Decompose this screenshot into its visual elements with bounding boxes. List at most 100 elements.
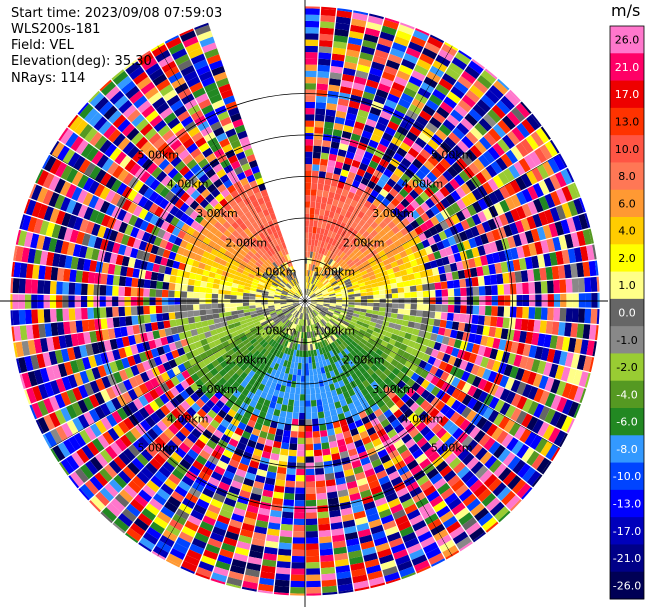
gate-cell <box>371 314 379 320</box>
gate-cell <box>292 374 297 382</box>
gate-cell <box>511 479 527 495</box>
gate-cell <box>125 430 137 444</box>
gate-cell <box>150 244 160 255</box>
gate-cell <box>527 386 539 401</box>
gate-cell <box>313 449 323 457</box>
gate-cell <box>296 324 300 332</box>
gate-cell <box>345 416 355 425</box>
gate-cell <box>242 305 250 310</box>
gate-cell <box>582 355 593 372</box>
gate-cell <box>483 346 493 358</box>
gate-cell <box>335 338 342 346</box>
gate-cell <box>305 506 317 513</box>
gate-cell <box>567 248 577 264</box>
gate-cell <box>341 130 352 140</box>
gate-cell <box>312 362 317 370</box>
gate-cell <box>315 307 322 312</box>
gate-cell <box>69 116 84 132</box>
gate-cell <box>412 328 420 336</box>
gate-cell <box>207 319 215 326</box>
gate-cell <box>387 390 397 400</box>
gate-cell <box>263 483 275 492</box>
gate-cell <box>149 305 157 314</box>
gate-cell <box>295 487 305 494</box>
gate-cell <box>564 322 572 337</box>
gate-cell <box>308 226 313 233</box>
gate-cell <box>146 261 154 272</box>
gate-cell <box>297 318 300 325</box>
gate-cell <box>307 306 311 313</box>
gate-cell <box>76 332 86 346</box>
gate-cell <box>329 268 336 275</box>
gate-cell <box>330 65 343 74</box>
gate-cell <box>340 79 354 89</box>
gate-cell <box>195 137 207 148</box>
gate-cell <box>199 242 208 251</box>
gate-cell <box>248 216 256 225</box>
gate-cell <box>379 307 386 312</box>
gate-cell <box>321 289 328 294</box>
gate-cell <box>393 408 404 419</box>
gate-cell <box>400 92 414 104</box>
gate-cell <box>435 146 448 158</box>
gate-cell <box>79 484 95 500</box>
gate-cell <box>327 364 334 372</box>
gate-cell <box>466 216 476 228</box>
gate-cell <box>364 280 372 286</box>
gate-cell <box>310 264 314 271</box>
gate-cell <box>366 217 375 226</box>
gate-cell <box>209 226 219 235</box>
gate-cell <box>219 234 228 243</box>
gate-cell <box>347 242 354 250</box>
gate-cell <box>307 306 310 313</box>
gate-cell <box>366 367 375 376</box>
gate-cell <box>236 384 245 394</box>
gate-cell <box>105 175 117 189</box>
gate-cell <box>265 258 273 266</box>
gate-cell <box>578 293 586 308</box>
gate-cell <box>43 382 55 398</box>
gate-cell <box>336 319 343 325</box>
gate-cell <box>194 532 209 544</box>
gate-cell <box>320 241 325 248</box>
ray <box>100 305 301 524</box>
gate-cell <box>456 536 472 550</box>
gate-cell <box>312 286 318 292</box>
gate-cell <box>298 431 305 438</box>
gate-cell <box>305 170 312 177</box>
gate-cell <box>473 79 489 94</box>
gate-cell <box>307 319 310 326</box>
gate-cell <box>233 412 243 422</box>
ray <box>311 228 594 300</box>
gate-cell <box>273 408 281 417</box>
gate-cell <box>113 327 122 338</box>
gate-cell <box>303 313 305 320</box>
gate-cell <box>347 43 362 52</box>
gate-cell <box>278 330 284 337</box>
gate-cell <box>552 349 562 365</box>
gate-cell <box>206 336 214 344</box>
gate-cell <box>306 331 310 339</box>
gate-cell <box>351 364 359 373</box>
gate-cell <box>452 279 461 289</box>
gate-cell <box>339 260 347 268</box>
gate-cell <box>190 148 202 159</box>
gate-cell <box>305 251 308 258</box>
gate-cell <box>430 349 440 358</box>
gate-cell <box>343 278 351 284</box>
gate-cell <box>230 303 237 308</box>
gate-cell <box>557 265 566 279</box>
gate-cell <box>396 487 409 498</box>
gate-cell <box>473 430 486 443</box>
gate-cell <box>502 134 515 149</box>
gate-cell <box>114 493 130 508</box>
gate-cell <box>354 296 361 300</box>
gate-cell <box>352 385 361 394</box>
gate-cell <box>334 361 341 369</box>
gate-cell <box>211 261 220 269</box>
gate-cell <box>416 565 431 574</box>
gate-cell <box>344 338 351 346</box>
gate-cell <box>320 286 326 291</box>
gate-cell <box>453 444 466 457</box>
gate-cell <box>253 480 265 490</box>
